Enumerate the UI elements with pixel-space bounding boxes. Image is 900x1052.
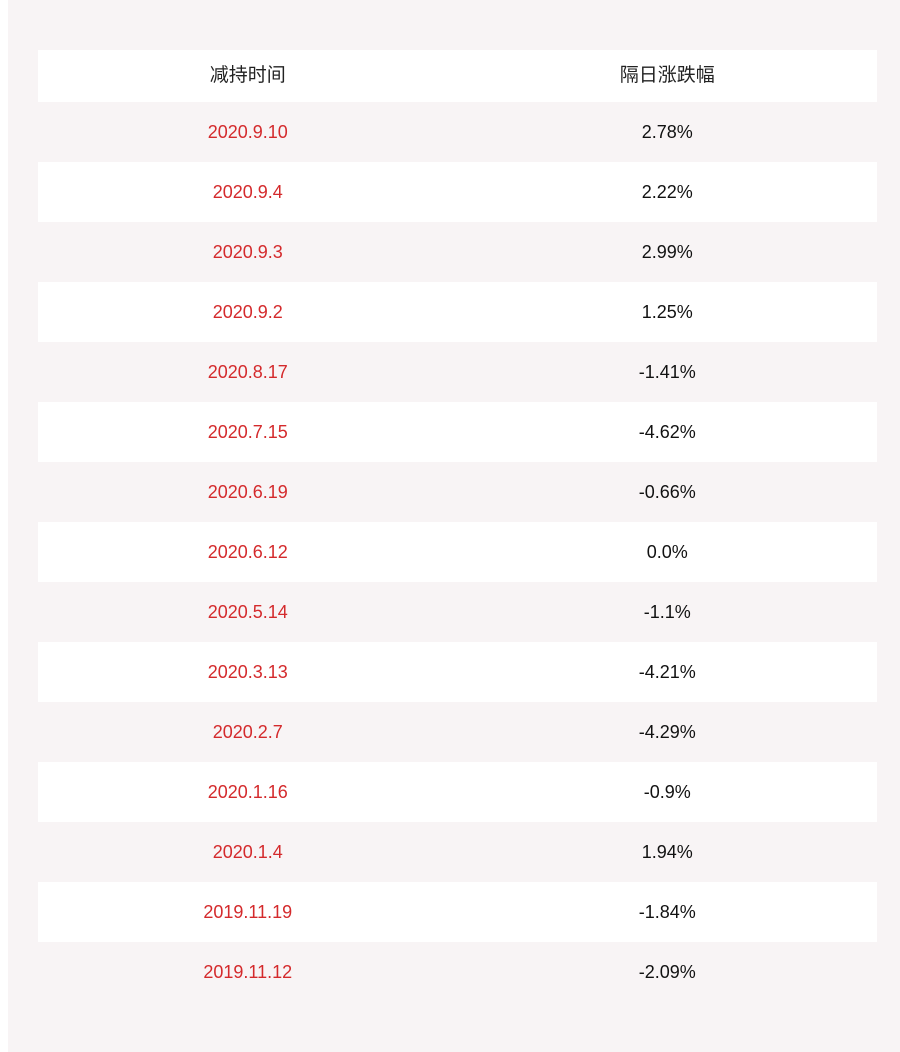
reduction-date-cell: 2020.6.19 <box>207 482 288 502</box>
reduction-table: 减持时间 隔日涨跌幅 2020.9.10 2.78% 2020.9.4 2.22… <box>38 50 877 1002</box>
next-day-change-cell: -1.41% <box>638 362 696 382</box>
table-row: 2020.9.10 2.78% <box>38 102 877 162</box>
table-row: 2020.2.7 -4.29% <box>38 702 877 762</box>
next-day-change-cell: -4.62% <box>638 422 696 442</box>
reduction-date-cell: 2020.7.15 <box>207 422 288 442</box>
next-day-change-cell: 1.94% <box>641 842 693 862</box>
reduction-date-cell: 2019.11.12 <box>203 962 293 982</box>
content-panel: 减持时间 隔日涨跌幅 2020.9.10 2.78% 2020.9.4 2.22… <box>8 0 900 1052</box>
reduction-date-cell: 2020.9.4 <box>212 182 283 202</box>
table-header-row: 减持时间 隔日涨跌幅 <box>38 50 877 102</box>
next-day-change-cell: 2.99% <box>641 242 693 262</box>
reduction-date-cell: 2020.1.4 <box>212 842 283 862</box>
table-row: 2020.6.12 0.0% <box>38 522 877 582</box>
table-row: 2019.11.19 -1.84% <box>38 882 877 942</box>
reduction-date-cell: 2020.3.13 <box>207 662 288 682</box>
next-day-change-cell: 0.0% <box>646 542 688 562</box>
reduction-date-cell: 2020.2.7 <box>212 722 283 742</box>
next-day-change-cell: -2.09% <box>638 962 696 982</box>
next-day-change-cell: -1.84% <box>638 902 696 922</box>
reduction-date-cell: 2020.5.14 <box>207 602 288 622</box>
reduction-date-cell: 2020.6.12 <box>207 542 288 562</box>
table-row: 2020.3.13 -4.21% <box>38 642 877 702</box>
reduction-date-cell: 2020.8.17 <box>207 362 288 382</box>
table-row: 2020.5.14 -1.1% <box>38 582 877 642</box>
column-header-next-day-change: 隔日涨跌幅 <box>619 65 715 86</box>
reduction-date-cell: 2020.1.16 <box>207 782 288 802</box>
reduction-date-cell: 2019.11.19 <box>203 902 293 922</box>
next-day-change-cell: 2.22% <box>641 182 693 202</box>
next-day-change-cell: -4.29% <box>638 722 696 742</box>
reduction-date-cell: 2020.9.10 <box>207 122 288 142</box>
table-row: 2020.8.17 -1.41% <box>38 342 877 402</box>
reduction-date-cell: 2020.9.3 <box>212 242 283 262</box>
column-header-reduction-date: 减持时间 <box>209 65 286 86</box>
table-row: 2020.6.19 -0.66% <box>38 462 877 522</box>
table-row: 2020.9.4 2.22% <box>38 162 877 222</box>
reduction-date-cell: 2020.9.2 <box>212 302 283 322</box>
table-row: 2020.9.3 2.99% <box>38 222 877 282</box>
table-row: 2020.1.4 1.94% <box>38 822 877 882</box>
table-row: 2020.1.16 -0.9% <box>38 762 877 822</box>
next-day-change-cell: -0.66% <box>638 482 696 502</box>
next-day-change-cell: 2.78% <box>641 122 693 142</box>
next-day-change-cell: -4.21% <box>638 662 696 682</box>
table-row: 2020.9.2 1.25% <box>38 282 877 342</box>
next-day-change-cell: -0.9% <box>643 782 691 802</box>
table-row: 2019.11.12 -2.09% <box>38 942 877 1002</box>
table-row: 2020.7.15 -4.62% <box>38 402 877 462</box>
next-day-change-cell: -1.1% <box>643 602 691 622</box>
next-day-change-cell: 1.25% <box>641 302 693 322</box>
